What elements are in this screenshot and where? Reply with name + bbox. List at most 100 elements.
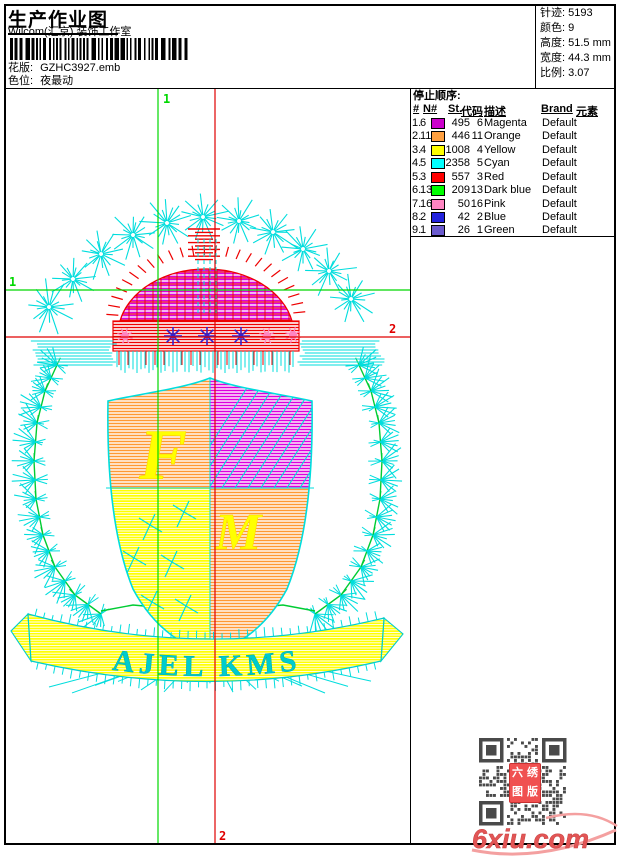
- banner-stitch-fringe: [34, 608, 378, 692]
- banner-end-right: [380, 616, 404, 663]
- color-description: Magenta: [484, 117, 527, 129]
- col-stitches: St.: [448, 103, 463, 115]
- needle-number: 16: [420, 198, 433, 210]
- crown-dome-net: [120, 268, 292, 321]
- row-number: 9.: [412, 224, 422, 236]
- col-brand: Brand: [541, 103, 573, 115]
- pattern-line: 花版: GZHC3927.emb: [8, 62, 120, 74]
- pattern-filename: GZHC3927.emb: [40, 62, 121, 74]
- seal-char: 版: [527, 786, 538, 798]
- stitch-count: 2358: [445, 157, 470, 169]
- color-code: 6: [476, 117, 483, 129]
- row-number: 7.: [412, 198, 422, 210]
- table-row: 7. 16 50 16 Pink Default: [410, 198, 616, 211]
- color-description: Blue: [484, 211, 507, 223]
- col-element: 元素: [576, 106, 598, 118]
- row-number: 4.: [412, 157, 422, 169]
- color-description: Pink: [484, 198, 506, 210]
- stat-scale: 比例: 3.07: [540, 67, 590, 79]
- table-row: 4. 5 2358 5 Cyan Default: [410, 157, 616, 170]
- table-row: 5. 3 557 3 Red Default: [410, 171, 616, 184]
- color-swatch: [431, 199, 445, 210]
- color-swatch: [431, 145, 445, 156]
- color-code: 5: [476, 157, 483, 169]
- row-number: 5.: [412, 171, 422, 183]
- stitch-count: 42: [457, 211, 470, 223]
- crown-fringe: [30, 340, 385, 373]
- row-number: 2.: [412, 130, 422, 142]
- stitch-count: 50: [457, 198, 470, 210]
- row-number: 3.: [412, 144, 422, 156]
- color-code: 2: [476, 211, 483, 223]
- header-divider: [535, 4, 536, 89]
- table-row: 3. 4 1008 4 Yellow Default: [410, 144, 616, 157]
- needle-number: 13: [420, 184, 433, 196]
- color-code: 13: [470, 184, 483, 196]
- colorway-line: 色位: 夜最动: [8, 75, 73, 87]
- stat-width: 宽度: 44.3 mm: [540, 52, 611, 64]
- stitch-count: 495: [451, 117, 470, 129]
- row-number: 6.: [412, 184, 422, 196]
- design-preview: F M AJEL KMS 1 1 2 2: [5, 89, 410, 845]
- header-bottom-line: [4, 88, 616, 89]
- color-description: Green: [484, 224, 515, 236]
- thread-brand: Default: [542, 144, 577, 156]
- stitch-count: 1008: [445, 144, 470, 156]
- watermark-swoosh: [471, 828, 617, 856]
- col-description: 描述: [484, 106, 506, 118]
- color-description: Yellow: [484, 144, 516, 156]
- firework-bursts: [28, 193, 375, 335]
- color-swatch: [431, 172, 445, 183]
- table-row: 1. 6 495 6 Magenta Default: [410, 117, 616, 130]
- color-code: 3: [476, 171, 483, 183]
- color-swatch: [431, 131, 445, 142]
- needle-number: 6: [420, 117, 427, 129]
- table-row: 6. 13 209 13 Dark blue Default: [410, 184, 616, 197]
- seal-char: 六: [512, 767, 523, 779]
- needle-number: 1: [420, 224, 427, 236]
- thread-brand: Default: [542, 184, 577, 196]
- needle-number: 11: [420, 130, 432, 142]
- color-code: 1: [476, 224, 483, 236]
- color-code: 11: [471, 130, 483, 142]
- table-row: 8. 2 42 2 Blue Default: [410, 211, 616, 224]
- thread-brand: Default: [542, 117, 577, 129]
- row-number: 8.: [412, 211, 422, 223]
- seal-char: 绣: [527, 767, 538, 779]
- stat-colors: 颜色: 9: [540, 22, 575, 34]
- color-description: Cyan: [484, 157, 510, 169]
- color-description: Orange: [484, 130, 521, 142]
- stitch-count: 557: [451, 171, 470, 183]
- thread-brand: Default: [542, 198, 577, 210]
- start-marker-top: 1: [163, 92, 170, 106]
- thread-brand: Default: [542, 130, 577, 142]
- barcode: [10, 38, 188, 60]
- shield-letter-tl: F: [138, 415, 187, 495]
- page-title: 生产作业图: [8, 5, 119, 35]
- qr-code: [479, 738, 567, 826]
- col-needle: N#: [423, 103, 438, 115]
- color-code: 16: [470, 198, 483, 210]
- thread-brand: Default: [542, 157, 577, 169]
- color-swatch: [431, 185, 445, 196]
- watermark-text: 6xiu.com: [472, 824, 589, 854]
- seal-char: 图: [512, 786, 523, 798]
- pattern-label: 花版:: [8, 62, 34, 74]
- needle-number: 4: [420, 144, 427, 156]
- stitch-count: 209: [451, 184, 470, 196]
- panel-divider: [410, 88, 411, 845]
- color-swatch: [431, 212, 445, 223]
- col-code: 代码: [461, 106, 483, 118]
- stat-stitches: 针迹: 5193: [540, 7, 593, 19]
- stitch-count: 26: [457, 224, 470, 236]
- start-marker-left: 1: [9, 275, 16, 289]
- needle-number: 2: [420, 211, 427, 223]
- needle-number: 5: [420, 157, 427, 169]
- thread-brand: Default: [542, 171, 577, 183]
- table-bottom-line: [410, 236, 616, 237]
- stop-sequence-title: 停止顺序:: [413, 90, 461, 102]
- row-number: 1.: [412, 117, 422, 129]
- color-swatch: [431, 158, 445, 169]
- site-watermark: 6xiu.com: [471, 812, 618, 856]
